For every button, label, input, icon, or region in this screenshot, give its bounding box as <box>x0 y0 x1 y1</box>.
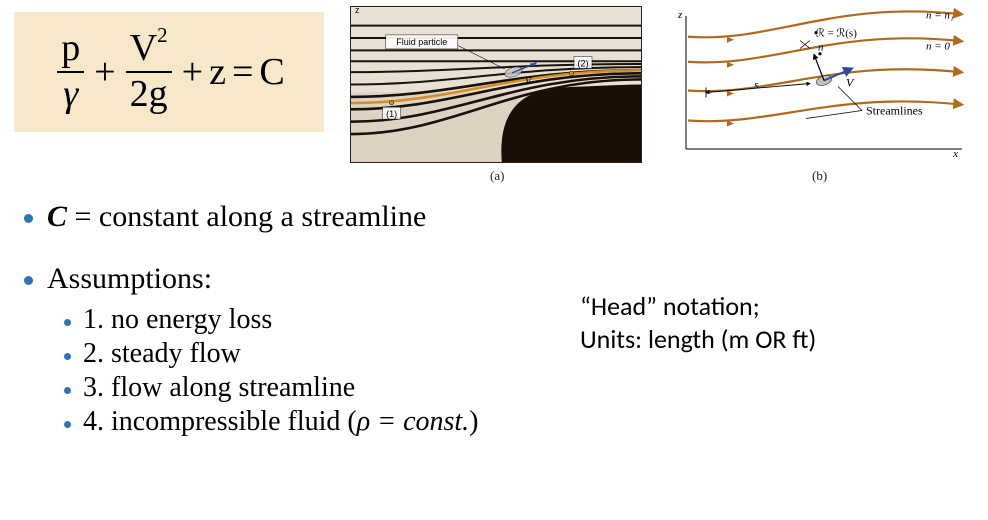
c-rest: = constant along a streamline <box>67 200 426 233</box>
note-line-1: “Head” notation; <box>580 290 940 323</box>
plus-2: + <box>176 53 209 91</box>
svg-text:ℛ = ℛ(s): ℛ = ℛ(s) <box>816 28 857 40</box>
bullet-c-constant: C = constant along a streamline <box>24 200 584 234</box>
term-c: C <box>259 53 284 91</box>
numerator-p: p <box>57 29 84 69</box>
bullet-dot-icon <box>24 276 33 285</box>
head-notation-note: “Head” notation; Units: length (m OR ft) <box>580 290 940 355</box>
svg-text:(2): (2) <box>578 58 589 68</box>
v-base: V <box>130 27 157 69</box>
note-line-2: Units: length (m OR ft) <box>580 323 940 356</box>
assumption-text: 1. no energy loss <box>83 304 272 336</box>
numerator-v-squared: V2 <box>126 29 172 69</box>
assumption-item: 3. flow along streamline <box>64 372 584 404</box>
figure-b-caption: (b) <box>812 168 827 184</box>
svg-text:n = 0: n = 0 <box>926 40 950 52</box>
assumptions-title: Assumptions: <box>47 262 212 296</box>
figure-a-caption: (a) <box>490 168 504 184</box>
svg-text:Streamlines: Streamlines <box>866 104 923 118</box>
c-constant-text: C = constant along a streamline <box>47 200 426 234</box>
assumption-item: 2. steady flow <box>64 338 584 370</box>
term-p-over-gamma: p γ <box>57 29 84 115</box>
bullet-dot-icon <box>64 421 71 428</box>
assumption-text: 4. incompressible fluid (ρ = const.) <box>83 406 479 438</box>
c-symbol: C <box>47 200 67 233</box>
equals: = <box>226 53 259 91</box>
term-v2-over-2g: V2 2g <box>126 29 172 115</box>
svg-text:(1): (1) <box>386 109 397 119</box>
figa-axis-z: z <box>355 5 360 15</box>
bullet-dot-icon <box>64 319 71 326</box>
body-text: C = constant along a streamline Assumpti… <box>24 200 584 440</box>
svg-text:n = n₁: n = n₁ <box>926 9 954 21</box>
bullet-dot-icon <box>64 387 71 394</box>
svg-text:n: n <box>818 42 824 54</box>
bullet-assumptions: Assumptions: <box>24 262 584 296</box>
svg-text:Fluid particle: Fluid particle <box>396 37 447 47</box>
assumption-text: 3. flow along streamline <box>83 372 355 404</box>
svg-text:s: s <box>754 78 759 92</box>
assumption-item: 4. incompressible fluid (ρ = const.) <box>64 406 584 438</box>
svg-text:V: V <box>846 76 855 90</box>
svg-text:z: z <box>677 9 683 21</box>
figure-a-svg: (1)(2)Fluid particleV <box>351 7 641 162</box>
denominator-gamma: γ <box>59 75 82 115</box>
plus-1: + <box>88 53 121 91</box>
assumptions-list: 1. no energy loss2. steady flow3. flow a… <box>64 304 584 438</box>
svg-text:x: x <box>952 148 958 160</box>
assumption-text: 2. steady flow <box>83 338 241 370</box>
bullet-dot-icon <box>64 353 71 360</box>
figure-b-svg: z x n = n₁ n = 0 Vn ℛ = ℛ(s) s Streamlines <box>668 6 968 161</box>
bernoulli-equation: p γ + V2 2g + z = C <box>53 29 285 115</box>
v-exponent: 2 <box>157 23 167 47</box>
bullet-dot-icon <box>24 214 33 223</box>
bernoulli-equation-box: p γ + V2 2g + z = C <box>14 12 324 132</box>
figure-b: z x n = n₁ n = 0 Vn ℛ = ℛ(s) s Streamlines <box>668 6 968 161</box>
term-z: z <box>209 53 226 91</box>
figa-axis-x: x <box>635 154 640 164</box>
denominator-2g: 2g <box>126 75 172 115</box>
figure-a: (1)(2)Fluid particleV z x <box>350 6 642 163</box>
assumption-item: 1. no energy loss <box>64 304 584 336</box>
